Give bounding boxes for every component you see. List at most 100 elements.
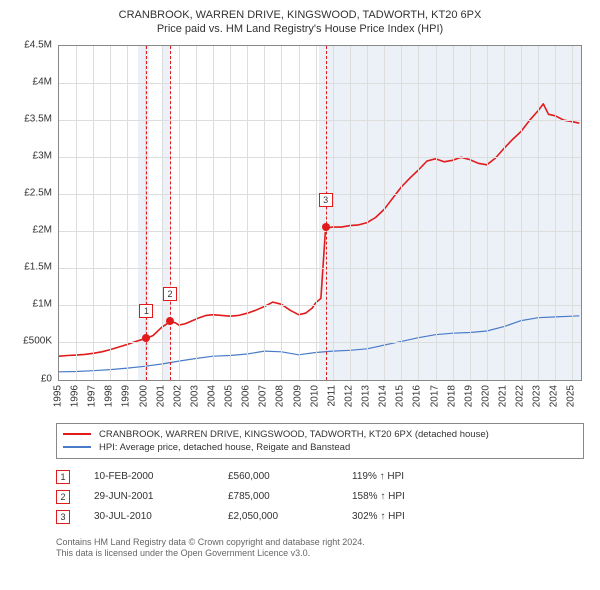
gridline-v xyxy=(127,46,128,380)
title-line-1: CRANBROOK, WARREN DRIVE, KINGSWOOD, TADW… xyxy=(8,8,592,22)
gridline-v xyxy=(572,46,573,380)
gridline-v xyxy=(453,46,454,380)
footnote: Contains HM Land Registry data © Crown c… xyxy=(56,537,584,560)
legend-row-property: CRANBROOK, WARREN DRIVE, KINGSWOOD, TADW… xyxy=(63,428,577,441)
x-tick-label: 1997 xyxy=(87,385,98,407)
gridline-v xyxy=(196,46,197,380)
y-tick-label: £0 xyxy=(8,373,52,384)
sale-point-date: 29-JUN-2001 xyxy=(94,491,204,502)
x-tick-label: 2013 xyxy=(361,385,372,407)
gridline-v xyxy=(110,46,111,380)
x-tick-label: 2009 xyxy=(292,385,303,407)
gridline-h xyxy=(59,342,581,343)
y-tick-label: £1.5M xyxy=(8,262,52,273)
gridline-v xyxy=(470,46,471,380)
gridline-v xyxy=(555,46,556,380)
footnote-line-1: Contains HM Land Registry data © Crown c… xyxy=(56,537,584,549)
gridline-h xyxy=(59,157,581,158)
legend-swatch-property xyxy=(63,433,91,435)
y-tick-label: £3.5M xyxy=(8,113,52,124)
gridline-h xyxy=(59,305,581,306)
sale-point-row: 2 29-JUN-2001 £785,000 158% ↑ HPI xyxy=(56,487,584,507)
gridline-v xyxy=(316,46,317,380)
y-tick-label: £2.5M xyxy=(8,188,52,199)
x-tick-label: 2021 xyxy=(497,385,508,407)
sale-marker-dot xyxy=(166,317,174,325)
x-tick-label: 2003 xyxy=(189,385,200,407)
gridline-v xyxy=(213,46,214,380)
legend-swatch-hpi xyxy=(63,446,91,448)
gridline-v xyxy=(333,46,334,380)
sale-marker-line xyxy=(170,46,171,380)
sale-point-marker: 3 xyxy=(56,510,70,524)
x-tick-label: 1996 xyxy=(70,385,81,407)
gridline-v xyxy=(76,46,77,380)
x-tick-label: 2004 xyxy=(207,385,218,407)
chart-container: CRANBROOK, WARREN DRIVE, KINGSWOOD, TADW… xyxy=(0,0,600,590)
x-tick-label: 2001 xyxy=(155,385,166,407)
x-tick-label: 2008 xyxy=(275,385,286,407)
sale-point-date: 30-JUL-2010 xyxy=(94,511,204,522)
legend: CRANBROOK, WARREN DRIVE, KINGSWOOD, TADW… xyxy=(56,423,584,459)
x-tick-label: 2020 xyxy=(480,385,491,407)
gridline-v xyxy=(247,46,248,380)
x-tick-label: 2014 xyxy=(378,385,389,407)
x-tick-label: 1999 xyxy=(121,385,132,407)
gridline-h xyxy=(59,83,581,84)
sale-marker-dot xyxy=(142,334,150,342)
gridline-v xyxy=(299,46,300,380)
sale-point-marker: 1 xyxy=(56,470,70,484)
gridline-v xyxy=(521,46,522,380)
sale-marker-dot xyxy=(322,223,330,231)
sale-marker-box: 2 xyxy=(163,287,177,301)
y-tick-label: £500K xyxy=(8,336,52,347)
gridline-v xyxy=(487,46,488,380)
x-tick-label: 2025 xyxy=(566,385,577,407)
gridline-v xyxy=(281,46,282,380)
gridline-v xyxy=(401,46,402,380)
sale-point-price: £2,050,000 xyxy=(228,511,328,522)
sale-point-price: £560,000 xyxy=(228,471,328,482)
x-tick-label: 2005 xyxy=(224,385,235,407)
x-tick-label: 2024 xyxy=(549,385,560,407)
x-tick-label: 2002 xyxy=(172,385,183,407)
y-tick-label: £4M xyxy=(8,76,52,87)
x-tick-label: 2016 xyxy=(412,385,423,407)
gridline-v xyxy=(230,46,231,380)
x-tick-label: 2000 xyxy=(138,385,149,407)
footnote-line-2: This data is licensed under the Open Gov… xyxy=(56,548,584,560)
gridline-v xyxy=(436,46,437,380)
sale-point-row: 3 30-JUL-2010 £2,050,000 302% ↑ HPI xyxy=(56,507,584,527)
sale-point-date: 10-FEB-2000 xyxy=(94,471,204,482)
gridline-h xyxy=(59,231,581,232)
x-tick-label: 2012 xyxy=(343,385,354,407)
line-series-svg xyxy=(59,46,581,380)
gridline-h xyxy=(59,120,581,121)
x-tick-label: 2018 xyxy=(446,385,457,407)
sale-points-table: 1 10-FEB-2000 £560,000 119% ↑ HPI 2 29-J… xyxy=(56,467,584,527)
gridline-v xyxy=(367,46,368,380)
sale-marker-box: 3 xyxy=(319,193,333,207)
x-tick-label: 2010 xyxy=(309,385,320,407)
sale-marker-line xyxy=(146,46,147,380)
sale-point-price: £785,000 xyxy=(228,491,328,502)
plot-area: 12 3 xyxy=(58,45,582,381)
sale-point-pct: 158% ↑ HPI xyxy=(352,491,472,502)
sale-point-row: 1 10-FEB-2000 £560,000 119% ↑ HPI xyxy=(56,467,584,487)
legend-label-hpi: HPI: Average price, detached house, Reig… xyxy=(99,442,350,453)
x-tick-label: 2019 xyxy=(463,385,474,407)
x-tick-label: 2023 xyxy=(532,385,543,407)
x-tick-label: 2017 xyxy=(429,385,440,407)
x-tick-label: 2007 xyxy=(258,385,269,407)
x-tick-label: 1995 xyxy=(53,385,64,407)
gridline-v xyxy=(384,46,385,380)
sale-marker-box: 1 xyxy=(139,304,153,318)
sale-point-pct: 302% ↑ HPI xyxy=(352,511,472,522)
y-tick-label: £4.5M xyxy=(8,39,52,50)
y-tick-label: £3M xyxy=(8,150,52,161)
gridline-v xyxy=(350,46,351,380)
gridline-h xyxy=(59,268,581,269)
y-tick-label: £1M xyxy=(8,299,52,310)
sale-marker-line xyxy=(326,46,327,380)
gridline-v xyxy=(418,46,419,380)
